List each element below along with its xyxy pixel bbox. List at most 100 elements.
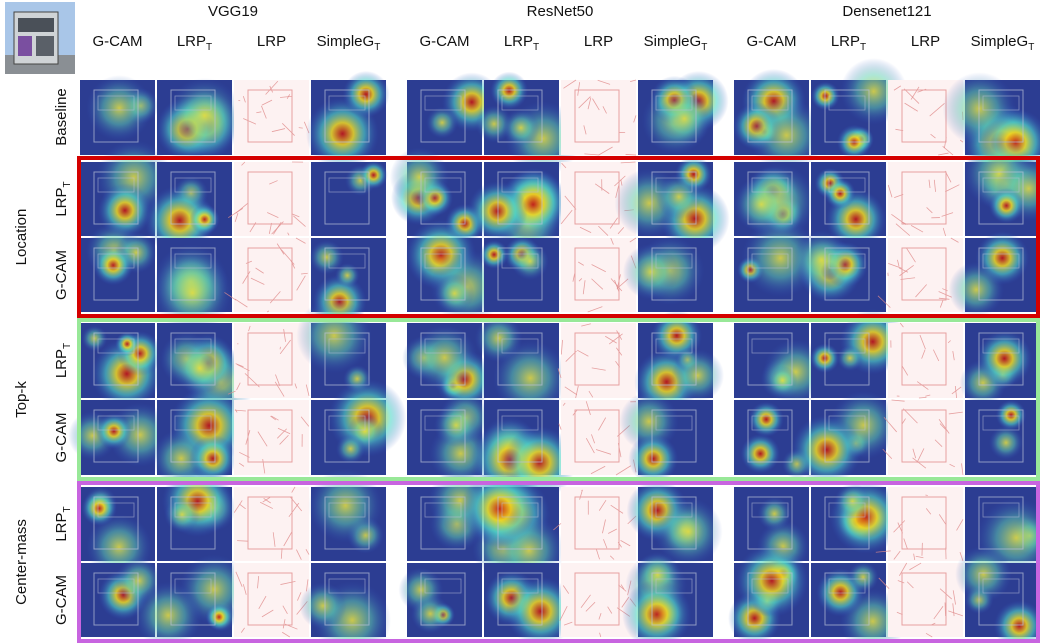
heatmap-tile	[479, 236, 559, 312]
activation-blob	[993, 600, 1040, 643]
method-header: LRPT	[504, 33, 539, 53]
tram-outline	[170, 171, 216, 225]
relevance-stroke	[948, 411, 963, 415]
tram-window	[655, 415, 693, 431]
heatmap-tile	[963, 137, 1040, 236]
relevance-stroke	[900, 277, 916, 280]
group-label: Top-k	[13, 381, 30, 418]
method-header-main: SimpleG	[644, 33, 702, 50]
relevance-stroke	[605, 335, 617, 344]
relevance-stroke	[610, 504, 624, 514]
relevance-stroke	[592, 98, 600, 111]
relevance-stroke	[906, 581, 914, 589]
relevance-stroke	[949, 463, 955, 468]
heatmap-tile	[622, 236, 713, 312]
relevance-stroke	[939, 423, 947, 431]
relevance-stroke	[595, 548, 600, 560]
heatmap-tile	[619, 391, 713, 484]
tram-window	[501, 338, 539, 354]
tram-window	[828, 578, 866, 594]
relevance-stroke	[279, 346, 281, 350]
relevance-stroke	[245, 260, 253, 264]
tram-outline	[497, 409, 543, 463]
heatmap-tile	[732, 68, 825, 173]
relevance-stroke	[557, 368, 562, 379]
relevance-stroke	[931, 622, 936, 626]
group-box	[77, 481, 1040, 643]
tram-outline	[324, 496, 370, 550]
activation-blob	[628, 434, 679, 484]
tram-outline	[574, 409, 620, 463]
relevance-stroke	[283, 531, 293, 547]
tram-outline	[747, 89, 793, 143]
relevance-stroke	[572, 273, 576, 282]
relevance-stroke	[268, 222, 272, 234]
activation-blob	[334, 263, 360, 288]
heatmap-tile	[228, 161, 309, 236]
tram-outline	[93, 89, 139, 143]
activation-blob	[95, 413, 132, 450]
relevance-stroke	[558, 423, 562, 430]
relevance-stroke	[961, 463, 964, 476]
relevance-stroke	[598, 613, 602, 620]
tram-window	[751, 338, 789, 354]
tram-outline	[497, 171, 543, 225]
heatmap-tile	[234, 400, 310, 475]
heatmap-tile	[887, 162, 963, 237]
relevance-stroke	[590, 465, 606, 475]
tram-outline	[170, 247, 216, 301]
tram-outline	[93, 496, 139, 550]
row-label: Baseline	[53, 88, 70, 146]
relevance-stroke	[261, 105, 267, 119]
relevance-stroke	[280, 580, 296, 585]
relevance-stroke	[912, 457, 927, 469]
activation-blob	[86, 75, 153, 142]
row-label-main: LRP	[53, 512, 70, 541]
tram-window	[828, 177, 866, 193]
tram-outline	[420, 247, 466, 301]
tram-outline	[324, 409, 370, 463]
relevance-stroke	[610, 237, 614, 245]
relevance-stroke	[305, 384, 310, 396]
relevance-stroke	[916, 381, 929, 390]
tram-outline	[651, 89, 697, 143]
tram-outline	[170, 496, 216, 550]
relevance-stroke	[893, 550, 901, 560]
relevance-stroke	[938, 152, 949, 156]
relevance-stroke	[598, 146, 613, 156]
activation-blob	[460, 470, 538, 548]
relevance-stroke	[269, 85, 273, 93]
relevance-stroke	[620, 540, 631, 547]
row-label: G-CAM	[53, 413, 70, 463]
activation-blob	[173, 342, 226, 395]
relevance-stroke	[933, 179, 936, 192]
relevance-stroke	[883, 416, 897, 433]
input-thumbnail	[5, 2, 75, 74]
relevance-stroke	[901, 365, 909, 376]
relevance-stroke	[625, 154, 637, 156]
relevance-stroke	[899, 562, 908, 576]
relevance-stroke	[895, 223, 911, 236]
tram-outline	[247, 247, 293, 301]
relevance-stroke	[629, 237, 637, 243]
row-label: LRPT	[53, 343, 73, 378]
tram-window	[501, 415, 539, 431]
activation-blob	[434, 273, 475, 314]
heatmap-tile	[882, 399, 964, 476]
heatmap-tile	[877, 237, 963, 312]
tile-bg	[888, 400, 963, 475]
tile-bg	[234, 487, 309, 561]
relevance-stroke	[587, 97, 592, 110]
relevance-stroke	[910, 86, 920, 100]
relevance-stroke	[951, 386, 962, 395]
tram-outline	[170, 89, 216, 143]
relevance-stroke	[276, 428, 287, 439]
relevance-stroke	[275, 374, 281, 387]
tram-window	[328, 502, 366, 518]
relevance-stroke	[594, 183, 610, 194]
tile-bg	[888, 162, 963, 236]
tram-window	[655, 177, 693, 193]
tram-outline	[651, 409, 697, 463]
relevance-stroke	[581, 323, 591, 327]
